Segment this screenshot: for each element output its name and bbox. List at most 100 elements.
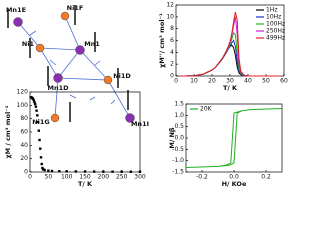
y-tick-label: 8 xyxy=(170,25,174,32)
y-tick-label: -1.5 xyxy=(172,169,184,176)
y-tick-label: 0 xyxy=(170,73,174,80)
point xyxy=(58,170,61,173)
legend-label: 499Hz xyxy=(266,35,285,42)
bond xyxy=(29,30,116,105)
point xyxy=(111,170,114,173)
atom xyxy=(50,113,60,123)
atom-label: Ni1G xyxy=(32,118,50,126)
x-tick-label: 200 xyxy=(98,174,110,181)
x-tick-label: 40 xyxy=(244,78,252,85)
point xyxy=(33,102,37,106)
atom-label: Ni1F xyxy=(67,4,84,12)
x-tick-label: -0.2 xyxy=(196,174,208,181)
x-tick-label: 10 xyxy=(190,78,198,85)
legend-label: 100Hz xyxy=(266,21,285,28)
point xyxy=(92,170,96,173)
atom xyxy=(103,75,113,85)
x-axis-label: T/ K xyxy=(78,180,93,188)
x-tick-label: 30 xyxy=(226,78,234,85)
atom-label: Ni1D xyxy=(113,72,131,80)
x-tick-label: 250 xyxy=(116,174,128,181)
x-tick-label: 60 xyxy=(280,78,288,85)
atom-label: Ni1 xyxy=(22,40,35,48)
y-tick-label: 80 xyxy=(20,115,28,122)
point xyxy=(42,168,45,171)
atom xyxy=(13,17,23,27)
bond xyxy=(17,15,131,119)
y-tick-label: 0.5 xyxy=(174,123,184,130)
x-axis-label: T/ K xyxy=(223,84,238,92)
y-tick-label: 0.0 xyxy=(174,135,184,142)
point xyxy=(39,147,42,150)
point xyxy=(74,170,78,173)
point xyxy=(33,100,36,104)
series-line xyxy=(179,11,281,77)
legend-label: 1Hz xyxy=(266,7,277,14)
y-tick-label: 12 xyxy=(166,2,174,9)
point xyxy=(47,169,50,172)
y-tick-label: -0.5 xyxy=(172,146,184,153)
y-tick-label: 10 xyxy=(166,13,174,20)
spin-arrows xyxy=(7,5,129,122)
legend-label: 20K xyxy=(200,106,213,113)
legend-label: 10Hz xyxy=(266,14,281,21)
x-axis-label: H/ KOe xyxy=(222,180,247,188)
point xyxy=(35,109,38,112)
series-line xyxy=(179,39,281,77)
point xyxy=(36,120,40,124)
point xyxy=(102,170,105,173)
y-tick-label: 2 xyxy=(170,61,174,68)
point xyxy=(50,169,54,173)
structure-bonds xyxy=(17,15,131,119)
atom xyxy=(125,113,135,123)
point xyxy=(38,138,41,142)
y-tick-label: 1.5 xyxy=(174,101,184,108)
atom-label: Mn1 xyxy=(84,40,100,48)
plot-frame xyxy=(29,91,141,173)
atom xyxy=(75,45,85,55)
atom xyxy=(35,43,45,53)
point xyxy=(40,162,43,166)
y-tick-label: 40 xyxy=(20,142,28,149)
point xyxy=(31,97,35,100)
x-tick-label: 0 xyxy=(28,174,32,181)
point xyxy=(65,170,68,173)
y-axis-label: χM / cm³ mol⁻¹ xyxy=(4,105,12,158)
x-tick-label: 20 xyxy=(208,78,216,85)
series-line xyxy=(179,44,281,77)
y-tick-label: 60 xyxy=(20,129,28,136)
point xyxy=(41,166,44,170)
y-tick-label: 0 xyxy=(24,169,28,176)
point xyxy=(39,156,43,159)
x-tick-label: 0 xyxy=(174,78,178,85)
series-line xyxy=(185,108,283,168)
point xyxy=(36,114,39,117)
y-axis-label: χM''/ cm³ mol⁻¹ xyxy=(158,13,166,68)
point xyxy=(37,129,40,132)
x-tick-label: 100 xyxy=(61,174,73,181)
point xyxy=(129,170,133,173)
y-axis-label: M/ Nβ xyxy=(168,127,176,149)
y-tick-label: 20 xyxy=(20,155,28,162)
point xyxy=(32,98,35,102)
x-tick-label: 50 xyxy=(262,78,270,85)
y-tick-label: 120 xyxy=(17,89,29,96)
x-tick-label: 0.0 xyxy=(229,174,239,181)
point xyxy=(138,170,142,173)
y-tick-label: 4 xyxy=(170,49,174,56)
y-tick-label: 6 xyxy=(170,37,174,44)
point xyxy=(83,170,87,173)
y-tick-label: 1.0 xyxy=(174,112,184,119)
y-tick-label: 100 xyxy=(17,102,29,109)
atom-label: Mn1D xyxy=(47,84,69,92)
x-tick-label: 300 xyxy=(134,174,146,181)
y-tick-label: -1.0 xyxy=(172,157,184,164)
x-tick-label: 0.2 xyxy=(261,174,271,181)
atom xyxy=(53,73,63,83)
point xyxy=(34,105,38,108)
atom-label: Mn1E xyxy=(6,6,26,14)
x-tick-label: 150 xyxy=(79,174,91,181)
point xyxy=(43,168,46,172)
point xyxy=(120,170,123,173)
